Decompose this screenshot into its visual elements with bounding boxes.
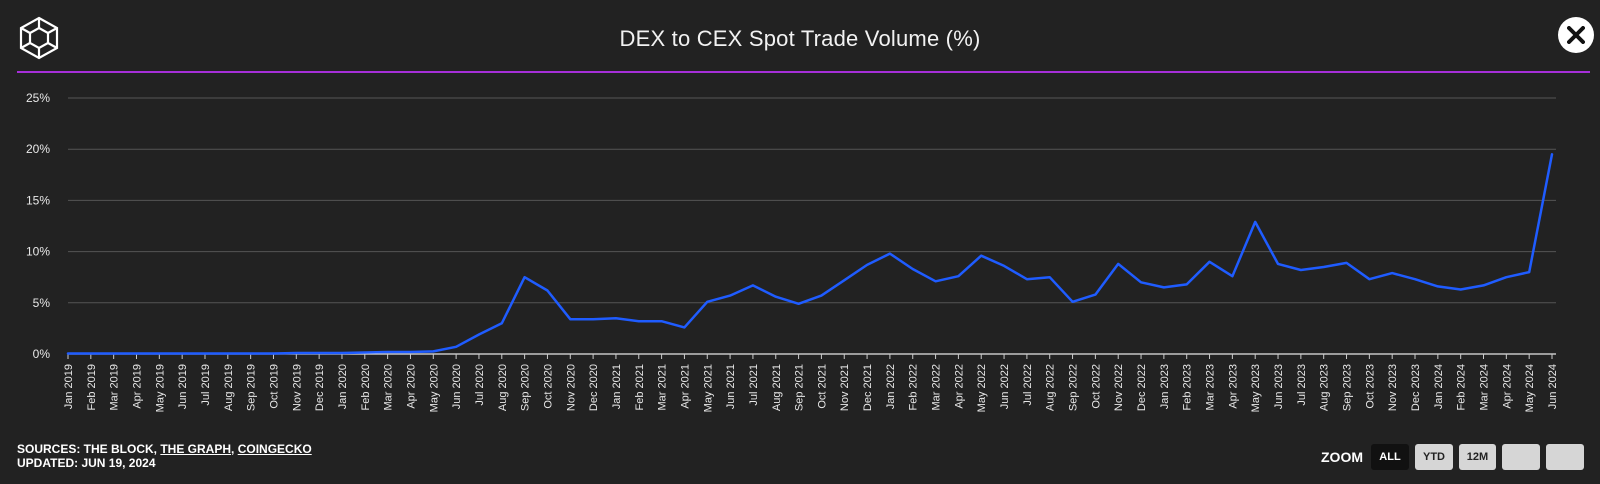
header-divider bbox=[17, 71, 1590, 73]
x-tick-label: Apr 2024 bbox=[1501, 364, 1513, 409]
x-tick-label: Aug 2020 bbox=[497, 364, 509, 411]
y-tick-label: 10% bbox=[26, 245, 50, 259]
x-tick-label: Apr 2022 bbox=[953, 364, 965, 409]
x-tick-label: Aug 2019 bbox=[223, 364, 235, 411]
x-tick-label: Jan 2019 bbox=[63, 364, 75, 409]
x-tick-label: Aug 2022 bbox=[1045, 364, 1057, 411]
x-tick-label: Nov 2020 bbox=[565, 364, 577, 411]
sources-prefix: SOURCES: THE BLOCK, bbox=[17, 442, 161, 456]
x-tick-label: Jul 2021 bbox=[748, 364, 760, 406]
updated-line: UPDATED: JUN 19, 2024 bbox=[17, 456, 156, 470]
x-tick-label: Sep 2019 bbox=[246, 364, 258, 411]
x-tick-label: Dec 2022 bbox=[1136, 364, 1148, 411]
zoom-label: ZOOM bbox=[1321, 449, 1363, 465]
x-tick-label: May 2022 bbox=[976, 364, 988, 412]
x-tick-label: Oct 2021 bbox=[816, 364, 828, 409]
zoom-ytd-button[interactable]: YTD bbox=[1415, 444, 1453, 470]
x-tick-label: Oct 2023 bbox=[1364, 364, 1376, 409]
x-tick-label: Feb 2024 bbox=[1456, 364, 1468, 410]
x-tick-label: Jan 2020 bbox=[337, 364, 349, 409]
x-tick-label: Sep 2023 bbox=[1342, 364, 1354, 411]
x-tick-label: Aug 2021 bbox=[771, 364, 783, 411]
x-tick-label: Feb 2021 bbox=[634, 364, 646, 410]
zoom-blank-button-2[interactable] bbox=[1546, 444, 1584, 470]
source-link-the-graph[interactable]: THE GRAPH bbox=[160, 442, 232, 456]
x-tick-label: May 2024 bbox=[1524, 364, 1536, 412]
zoom-12m-button[interactable]: 12M bbox=[1459, 444, 1496, 470]
x-tick-label: Dec 2023 bbox=[1410, 364, 1422, 411]
x-tick-label: Mar 2021 bbox=[657, 364, 669, 410]
y-tick-label: 5% bbox=[33, 296, 51, 310]
x-tick-label: Aug 2023 bbox=[1319, 364, 1331, 411]
close-button[interactable] bbox=[1558, 17, 1594, 53]
x-tick-label: Apr 2019 bbox=[131, 364, 143, 409]
x-tick-label: May 2023 bbox=[1250, 364, 1262, 412]
x-tick-label: Apr 2021 bbox=[679, 364, 691, 409]
x-tick-label: Jun 2024 bbox=[1547, 364, 1559, 409]
x-tick-label: Mar 2020 bbox=[383, 364, 395, 410]
x-tick-label: Apr 2020 bbox=[405, 364, 417, 409]
x-tick-label: Jun 2021 bbox=[725, 364, 737, 409]
x-tick-label: Oct 2022 bbox=[1090, 364, 1102, 409]
x-tick-label: May 2021 bbox=[702, 364, 714, 412]
x-axis-ticks: Jan 2019 Feb 2019 Mar 2019 Apr 2019 May 2019… bbox=[63, 354, 1559, 412]
sources-separator: , bbox=[231, 442, 238, 456]
x-tick-label: Jul 2019 bbox=[200, 364, 212, 406]
x-tick-label: Feb 2023 bbox=[1182, 364, 1194, 410]
close-icon bbox=[1567, 26, 1585, 44]
x-tick-label: Mar 2024 bbox=[1479, 364, 1491, 410]
x-tick-label: May 2019 bbox=[154, 364, 166, 412]
x-tick-label: Oct 2019 bbox=[268, 364, 280, 409]
x-tick-label: Nov 2022 bbox=[1113, 364, 1125, 411]
x-tick-label: Jun 2023 bbox=[1273, 364, 1285, 409]
sources-block: SOURCES: THE BLOCK, THE GRAPH, COINGECKO… bbox=[17, 442, 312, 470]
x-tick-label: Feb 2020 bbox=[360, 364, 372, 410]
x-tick-label: Jul 2022 bbox=[1022, 364, 1034, 406]
cube-logo-icon bbox=[18, 16, 60, 60]
x-tick-label: Oct 2020 bbox=[542, 364, 554, 409]
zoom-blank-button-1[interactable] bbox=[1502, 444, 1540, 470]
x-tick-label: Jun 2020 bbox=[451, 364, 463, 409]
y-tick-label: 15% bbox=[26, 193, 50, 207]
series-line bbox=[66, 153, 1554, 355]
x-tick-label: Jul 2023 bbox=[1296, 364, 1308, 406]
x-tick-label: Jan 2024 bbox=[1433, 364, 1445, 409]
y-tick-label: 20% bbox=[26, 142, 50, 156]
x-tick-label: Nov 2023 bbox=[1387, 364, 1399, 411]
zoom-all-button[interactable]: ALL bbox=[1371, 444, 1409, 470]
x-tick-label: Jun 2022 bbox=[999, 364, 1011, 409]
x-tick-label: Apr 2023 bbox=[1227, 364, 1239, 409]
x-tick-label: Feb 2022 bbox=[908, 364, 920, 410]
y-tick-label: 0% bbox=[33, 347, 51, 361]
x-tick-label: Jan 2023 bbox=[1159, 364, 1171, 409]
x-tick-label: Mar 2019 bbox=[109, 364, 121, 410]
grid-lines bbox=[68, 97, 1556, 355]
x-tick-label: Jan 2022 bbox=[885, 364, 897, 409]
x-tick-label: Nov 2019 bbox=[291, 364, 303, 411]
x-tick-label: May 2020 bbox=[428, 364, 440, 412]
x-tick-label: Mar 2023 bbox=[1205, 364, 1217, 410]
x-tick-label: Mar 2022 bbox=[931, 364, 943, 410]
y-tick-label: 25% bbox=[26, 91, 50, 105]
x-tick-label: Jul 2020 bbox=[474, 364, 486, 406]
x-tick-label: Dec 2021 bbox=[862, 364, 874, 411]
source-link-coingecko[interactable]: COINGECKO bbox=[237, 442, 312, 456]
line-chart: 0% 5% 10% 15% 20% 25% Jan 2019 Feb 2019 Mar 201… bbox=[26, 91, 1559, 412]
x-tick-label: Dec 2019 bbox=[314, 364, 326, 411]
x-tick-label: Sep 2020 bbox=[520, 364, 532, 411]
x-tick-label: Sep 2021 bbox=[794, 364, 806, 411]
x-tick-label: Feb 2019 bbox=[86, 364, 98, 410]
x-tick-label: Sep 2022 bbox=[1068, 364, 1080, 411]
y-axis-ticks: 0% 5% 10% 15% 20% 25% bbox=[26, 91, 50, 361]
x-tick-label: Jan 2021 bbox=[611, 364, 623, 409]
zoom-controls: ZOOM ALL YTD 12M bbox=[1321, 444, 1584, 470]
x-tick-label: Jun 2019 bbox=[177, 364, 189, 409]
x-tick-label: Nov 2021 bbox=[839, 364, 851, 411]
x-tick-label: Dec 2020 bbox=[588, 364, 600, 411]
chart-title: DEX to CEX Spot Trade Volume (%) bbox=[619, 26, 981, 51]
sources-line: SOURCES: THE BLOCK, THE GRAPH, COINGECKO bbox=[17, 442, 312, 456]
